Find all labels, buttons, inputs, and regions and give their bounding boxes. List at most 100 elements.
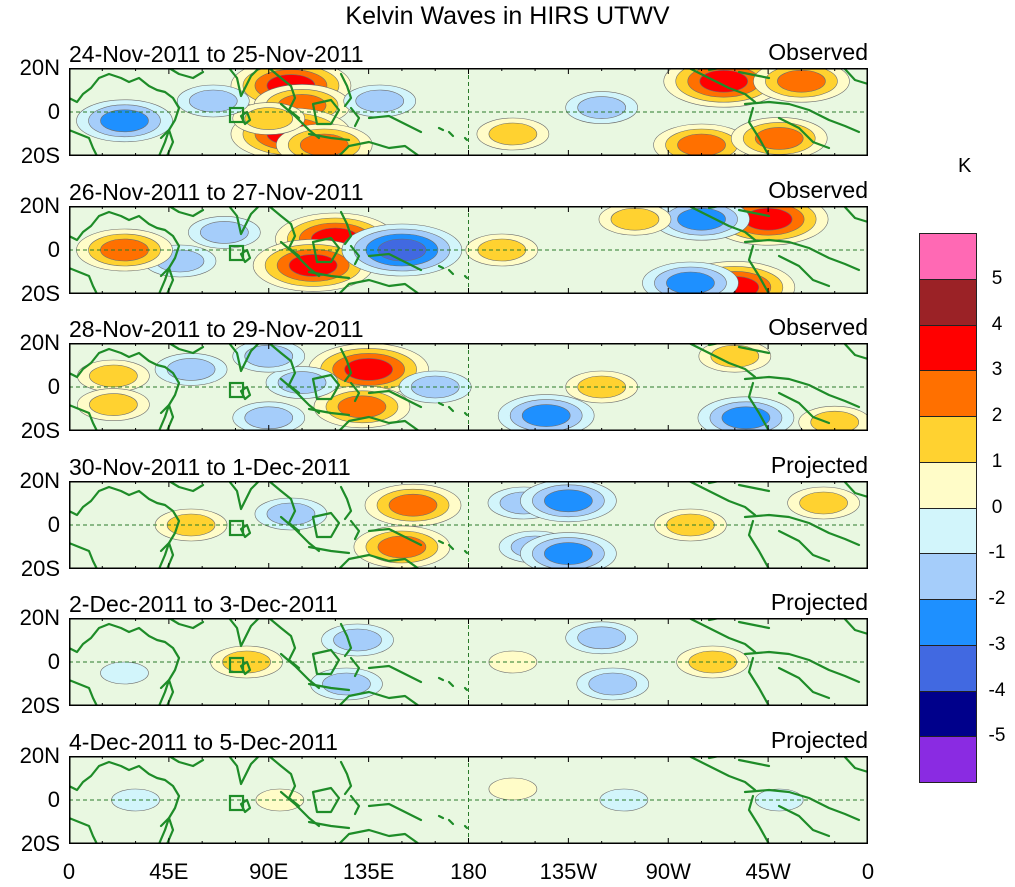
- legend-swatch: [919, 599, 977, 646]
- coastline: [747, 381, 771, 431]
- x-tick-label: 45E: [149, 859, 189, 884]
- anomaly-contour: [677, 133, 726, 156]
- x-axis: 0 45E 90E 135E 180 135W 90W 45W 0: [0, 860, 1015, 887]
- y-tick-label: 0: [47, 99, 60, 124]
- coastline: [69, 403, 99, 431]
- region-box: [228, 656, 245, 674]
- coastline: [337, 828, 421, 844]
- legend-swatch: [919, 324, 977, 372]
- coastline: [337, 690, 421, 706]
- y-tick-label: 20S: [20, 693, 60, 718]
- coastline: [339, 485, 353, 520]
- anomaly-contour: [200, 220, 249, 244]
- coastline: [167, 618, 205, 630]
- legend-units: K: [958, 155, 972, 177]
- coastline: [311, 786, 341, 813]
- legend-tick-label: 2: [991, 405, 1003, 426]
- coastline: [777, 529, 831, 562]
- panel-period: 30-Nov-2011 to 1-Dec-2011: [69, 453, 351, 480]
- anomaly-map: [69, 205, 868, 294]
- coastline: [687, 343, 757, 379]
- anomaly-contour: [333, 628, 382, 652]
- coastline: [69, 72, 181, 156]
- anomaly-contour: [188, 89, 238, 113]
- legend-tick-label: -1: [988, 542, 1006, 564]
- coastline: [842, 480, 868, 498]
- coastline: [227, 618, 261, 648]
- coastline: [447, 130, 455, 138]
- y-tick-label: 20S: [20, 280, 60, 306]
- region-box: [228, 519, 245, 536]
- y-tick-label: 20N: [19, 605, 60, 630]
- coastline: [167, 755, 205, 767]
- anomaly-contour: [754, 127, 804, 150]
- color-legend: [919, 233, 977, 783]
- coastline: [737, 758, 771, 767]
- panel-type: Projected: [770, 589, 868, 615]
- coastline: [743, 238, 861, 271]
- anomaly-contour: [544, 488, 593, 512]
- coastline: [777, 254, 831, 287]
- coastline: [337, 553, 421, 569]
- coastline: [339, 347, 353, 383]
- anomaly-contour: [577, 626, 626, 650]
- y-tick-label: 20N: [19, 742, 60, 768]
- panel-period: 24-Nov-2011 to 25-Nov-2011: [69, 41, 364, 67]
- coastline: [159, 128, 175, 156]
- anomaly-contour: [588, 672, 638, 696]
- coastline: [447, 680, 455, 688]
- x-tick-label: 90W: [645, 859, 691, 884]
- coastline: [842, 343, 868, 361]
- coastline: [69, 760, 181, 844]
- coastline: [167, 480, 205, 492]
- coastline: [777, 391, 831, 425]
- map-panel: 4-Dec-2011 to 5-Dec-2011 Projected 20N 0 20S: [0, 728, 880, 854]
- x-tick-label: 135W: [539, 859, 598, 884]
- coastline: [463, 549, 469, 554]
- coastline: [743, 375, 861, 409]
- y-tick-label: 20N: [19, 467, 60, 493]
- coastline: [307, 270, 351, 279]
- panel-type: Observed: [768, 176, 868, 203]
- anomaly-contour: [322, 672, 371, 696]
- coastline: [307, 132, 351, 142]
- coastline: [337, 415, 421, 431]
- y-tick-label: 20S: [20, 418, 60, 443]
- anomaly-contour: [799, 491, 848, 514]
- coastline: [737, 483, 771, 492]
- coastline: [349, 519, 361, 540]
- coastline: [367, 389, 423, 409]
- legend-swatch: [919, 416, 977, 463]
- legend-swatch: [919, 370, 977, 417]
- x-tick-label: 135E: [342, 859, 395, 884]
- coastline: [737, 345, 771, 355]
- coastline: [159, 403, 175, 431]
- coastline: [463, 824, 469, 829]
- anomaly-contour: [577, 96, 626, 119]
- coastline: [437, 539, 445, 544]
- legend-tick-label: -4: [988, 679, 1006, 701]
- coastline: [463, 411, 469, 417]
- coastline: [167, 68, 205, 80]
- region-box: [228, 106, 245, 124]
- region-box: [228, 794, 245, 811]
- coastline: [69, 541, 99, 569]
- coastline: [842, 618, 868, 636]
- coastline: [687, 205, 757, 241]
- panel-period: 28-Nov-2011 to 29-Nov-2011: [69, 316, 364, 342]
- y-tick-label: 20S: [20, 143, 60, 168]
- legend-tick-label: 0: [991, 496, 1003, 518]
- panel-period: 2-Dec-2011 to 3-Dec-2011: [69, 591, 338, 617]
- anomaly-contour: [89, 364, 138, 388]
- coastline: [69, 128, 99, 156]
- legend-swatch: [919, 553, 977, 600]
- y-tick-label: 20N: [19, 55, 60, 80]
- coastline: [227, 480, 261, 510]
- coastline: [777, 666, 831, 700]
- map-panel: 2-Dec-2011 to 3-Dec-2011 Projected 20N 0 20S: [0, 589, 880, 717]
- panel-type: Projected: [770, 451, 868, 478]
- coastline: [777, 804, 831, 837]
- coastline: [687, 755, 757, 791]
- anomaly-map: [69, 618, 868, 706]
- legend-tick-label: 5: [991, 267, 1003, 289]
